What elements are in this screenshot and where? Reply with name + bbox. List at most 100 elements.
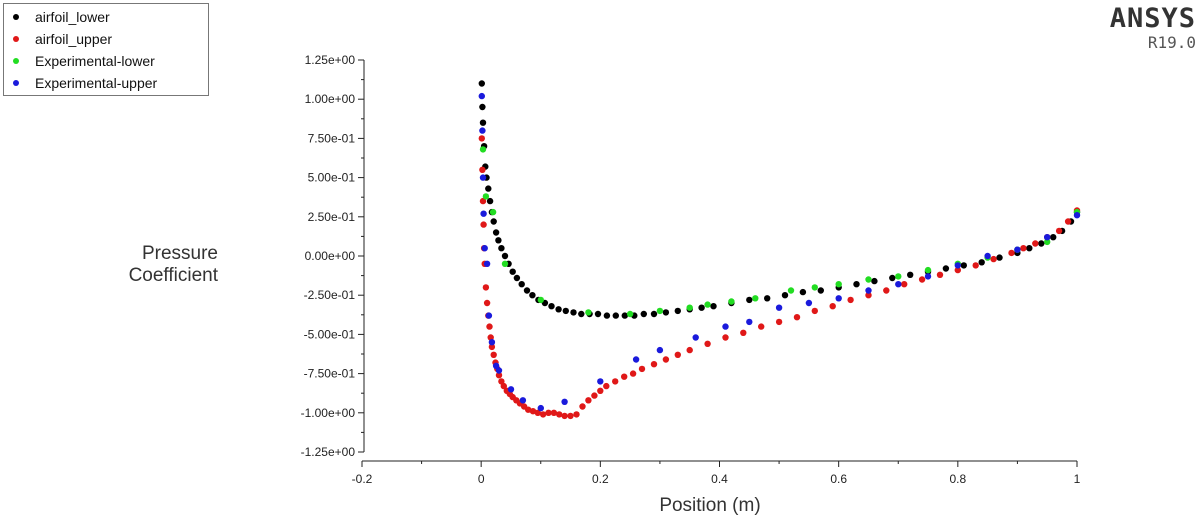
- brand-name: ANSYS: [1109, 3, 1196, 34]
- x-axis-label: Position (m): [659, 495, 761, 516]
- data-point-experimental-lower: [752, 295, 759, 302]
- legend-item-experimental-lower: Experimental-lower: [4, 50, 155, 72]
- x-tick-label: 0.2: [592, 472, 609, 486]
- data-point-airfoil-upper: [883, 287, 890, 294]
- data-point-airfoil-upper: [480, 221, 487, 228]
- data-point-airfoil-upper: [811, 307, 818, 315]
- data-point-experimental-upper: [835, 295, 842, 302]
- data-point-airfoil-upper: [498, 378, 505, 385]
- data-point-airfoil-lower: [498, 245, 505, 252]
- data-point-experimental-lower: [489, 208, 497, 216]
- data-point-airfoil-lower: [594, 310, 602, 318]
- data-point-airfoil-upper: [722, 334, 729, 341]
- x-tick-label: 0.8: [949, 472, 966, 486]
- data-point-airfoil-lower: [485, 185, 492, 192]
- data-point-airfoil-upper: [561, 412, 568, 420]
- data-point-airfoil-upper: [490, 351, 497, 358]
- data-point-airfoil-upper: [603, 382, 610, 390]
- data-point-experimental-upper: [656, 346, 664, 354]
- y-tick-label: 1.25e+00: [305, 53, 356, 67]
- data-point-experimental-upper: [775, 304, 783, 311]
- data-point-airfoil-lower: [764, 295, 771, 302]
- data-point-airfoil-lower: [960, 262, 967, 269]
- data-point-airfoil-upper: [479, 166, 486, 173]
- data-point-airfoil-upper: [525, 406, 532, 413]
- legend-label: Experimental-upper: [35, 75, 158, 91]
- chart-legend: airfoil_lower airfoil_upper Experimental…: [3, 3, 209, 96]
- data-point-airfoil-upper: [488, 343, 496, 351]
- data-point-experimental-lower: [686, 304, 693, 311]
- data-point-airfoil-lower: [570, 309, 577, 316]
- data-point-airfoil-lower: [612, 312, 619, 319]
- data-point-airfoil-upper: [775, 318, 783, 326]
- data-point-airfoil-lower: [674, 307, 681, 315]
- y-tick-label: 5.00e-01: [308, 171, 356, 185]
- data-point-experimental-upper: [507, 386, 515, 393]
- data-point-airfoil-upper: [758, 323, 765, 330]
- data-point-airfoil-upper: [829, 303, 836, 310]
- data-point-experimental-upper: [984, 252, 991, 260]
- data-point-airfoil-upper: [545, 409, 552, 416]
- legend-label: airfoil_lower: [35, 9, 110, 25]
- y-tick-label: -7.50e-01: [304, 367, 356, 381]
- data-point-airfoil-upper: [629, 370, 637, 377]
- data-point-airfoil-lower: [1050, 234, 1057, 241]
- data-point-airfoil-upper: [482, 284, 490, 291]
- data-point-airfoil-upper: [918, 276, 926, 283]
- data-point-airfoil-lower: [501, 252, 509, 260]
- data-point-airfoil-lower: [478, 80, 485, 87]
- data-point-airfoil-upper: [567, 412, 574, 420]
- data-point-airfoil-upper: [1064, 218, 1072, 225]
- data-point-airfoil-upper: [686, 346, 693, 354]
- data-point-experimental-upper: [895, 281, 902, 288]
- data-point-airfoil-upper: [1055, 227, 1063, 235]
- data-point-airfoil-upper: [500, 382, 507, 390]
- data-point-experimental-upper: [479, 174, 487, 181]
- plot-axes: 1.25e+00 1.00e+00 7.50e-01 5.00e-01 2.50e-01…: [301, 53, 1081, 486]
- data-point-airfoil-upper: [585, 397, 592, 404]
- legend-item-airfoil-upper: airfoil_upper: [4, 28, 112, 50]
- data-point-airfoil-lower: [518, 281, 525, 288]
- data-point-airfoil-upper: [793, 314, 801, 321]
- data-point-airfoil-lower: [578, 310, 585, 318]
- data-point-airfoil-upper: [901, 281, 908, 288]
- data-point-airfoil-upper: [1008, 249, 1015, 257]
- data-point-experimental-lower: [626, 310, 634, 318]
- data-point-airfoil-lower: [529, 292, 536, 299]
- data-point-experimental-upper: [1014, 246, 1021, 253]
- series-airfoil-lower: [478, 80, 1081, 319]
- x-tick-label: 1: [1074, 472, 1081, 486]
- data-point-experimental-lower: [656, 307, 664, 315]
- data-point-airfoil-upper: [650, 361, 658, 368]
- data-point-experimental-lower: [585, 309, 592, 316]
- data-point-airfoil-lower: [871, 277, 878, 285]
- data-point-experimental-lower: [704, 301, 711, 308]
- data-point-experimental-lower: [728, 298, 735, 305]
- data-point-experimental-upper: [480, 210, 487, 217]
- data-point-experimental-upper: [805, 299, 813, 307]
- data-point-airfoil-lower: [662, 309, 670, 316]
- data-point-airfoil-upper: [1020, 245, 1027, 252]
- data-point-airfoil-upper: [591, 392, 598, 399]
- y-tick-label: -1.00e+00: [301, 406, 356, 420]
- data-point-airfoil-upper: [486, 323, 493, 330]
- data-point-experimental-upper: [1044, 234, 1051, 241]
- data-point-airfoil-lower: [710, 303, 717, 310]
- series-experimental-upper: [478, 92, 1081, 412]
- data-point-airfoil-lower: [509, 268, 516, 275]
- data-point-experimental-lower: [787, 287, 795, 294]
- data-point-airfoil-upper: [621, 373, 628, 380]
- data-point-experimental-upper: [488, 339, 496, 346]
- y-tick-label: -5.00e-01: [304, 327, 356, 341]
- x-tick-label: -0.2: [352, 472, 373, 486]
- data-point-experimental-upper: [597, 378, 604, 385]
- y-tick-label: -2.50e-01: [304, 288, 356, 302]
- data-point-airfoil-upper: [954, 266, 961, 274]
- data-point-experimental-upper: [632, 356, 640, 363]
- y-tick-label: 7.50e-01: [308, 131, 356, 145]
- data-point-airfoil-lower: [799, 288, 807, 296]
- data-point-experimental-upper: [495, 367, 503, 374]
- data-point-airfoil-lower: [781, 292, 789, 299]
- data-point-airfoil-upper: [495, 372, 503, 379]
- data-point-experimental-upper: [865, 287, 872, 294]
